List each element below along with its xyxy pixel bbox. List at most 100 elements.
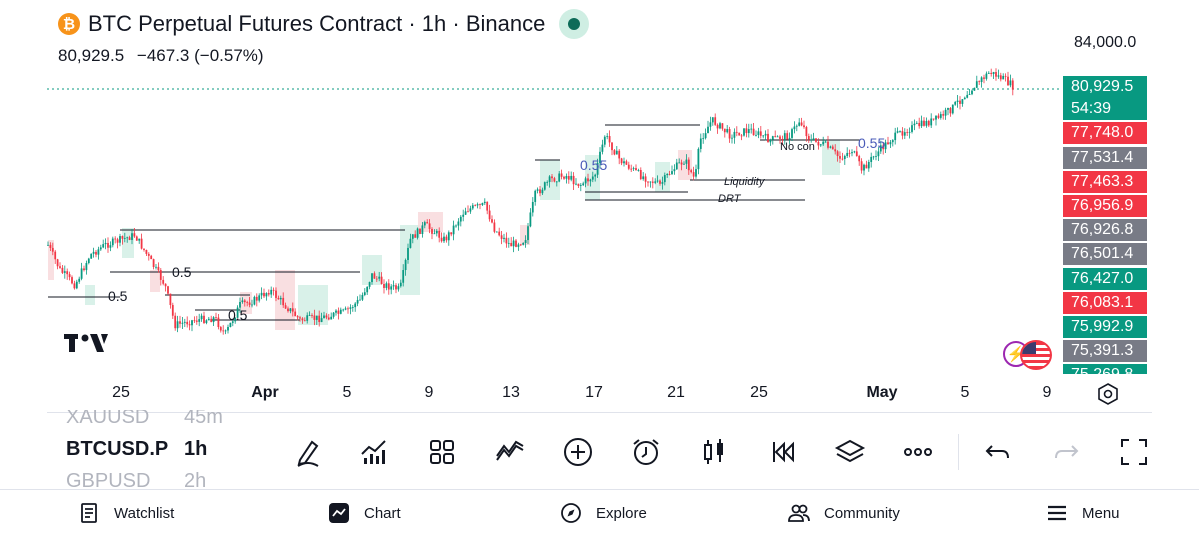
candle-body [968, 94, 971, 95]
market-status-icon[interactable] [559, 9, 590, 39]
price-tag: 76,083.1 [1063, 292, 1147, 314]
symbol-row[interactable]: XAUUSD 45m [66, 410, 223, 429]
us-flag-icon[interactable] [1020, 340, 1052, 370]
symbol-row[interactable]: BTCUSD.P 1h [66, 438, 207, 461]
grid-layout-icon[interactable] [422, 430, 462, 474]
candle-body [92, 251, 95, 254]
candle-body [798, 122, 801, 126]
candle-body [555, 181, 558, 183]
candle-body [83, 268, 85, 271]
candle-body [714, 117, 717, 125]
candle-body [719, 123, 721, 129]
candle-body [191, 320, 193, 326]
indicators-icon[interactable] [354, 430, 394, 474]
candle-body [695, 169, 697, 177]
alarm-clock-icon[interactable] [626, 430, 666, 474]
candle-body [483, 201, 486, 204]
candle-body [723, 128, 726, 133]
candle-body [337, 310, 340, 314]
candle-body [601, 144, 604, 152]
time-axis[interactable]: 25 Apr 5 9 13 17 21 25 May 5 9 [0, 380, 1199, 408]
nav-menu[interactable]: Menu [1046, 502, 1120, 524]
candle-body [855, 151, 858, 157]
candle-body [803, 125, 805, 128]
nav-watchlist[interactable]: Watchlist [78, 502, 174, 524]
candle-body [975, 81, 978, 88]
candle-body [738, 132, 741, 136]
candle-body [759, 131, 762, 136]
symbol-interval: 1h [184, 438, 208, 460]
candle-body [750, 128, 753, 130]
candle-body [985, 73, 988, 79]
candle-body [517, 244, 520, 247]
candle-body [471, 205, 474, 209]
add-circle-icon[interactable] [558, 430, 598, 474]
candle-body [843, 155, 846, 160]
candle-body [603, 136, 606, 145]
candle-body [591, 176, 594, 180]
nav-community[interactable]: Community [788, 502, 900, 524]
candle-body [649, 181, 652, 183]
candle-body [913, 123, 916, 126]
layers-icon[interactable] [830, 430, 870, 474]
fib-label: 0.5 [108, 288, 128, 304]
symbol-row[interactable]: GBPUSD 2h [66, 470, 206, 490]
candle-body [815, 138, 817, 142]
candle-body [493, 222, 496, 232]
candle-body [270, 289, 273, 295]
candle-body [997, 75, 1000, 77]
candle-body [740, 135, 743, 137]
price-tag: 54:39 [1063, 98, 1147, 120]
candle-body [354, 303, 357, 308]
candle-body [920, 120, 923, 127]
nav-explore[interactable]: Explore [560, 502, 647, 524]
time-tick-label: 5 [960, 384, 970, 401]
candle-body [90, 253, 93, 259]
candle-body [867, 161, 870, 169]
candle-body [527, 226, 529, 241]
candle-body [836, 151, 839, 157]
price-chart[interactable]: Liquidity DRT No con 0.5 0.5 0.5 0.55 0.… [0, 0, 1199, 380]
replay-icon[interactable] [762, 430, 802, 474]
candle-body [308, 315, 311, 316]
time-tick-label: Apr [251, 384, 279, 401]
candle-body [311, 315, 313, 316]
nav-chart[interactable]: Chart [328, 502, 401, 524]
candle-body [207, 318, 210, 321]
symbol-scroller[interactable]: XAUUSD 45m BTCUSD.P 1h GBPUSD 2h [60, 410, 260, 490]
time-tick-label: 25 [112, 384, 130, 401]
candle-body [174, 315, 177, 329]
candle-body [193, 320, 196, 322]
candle-body [462, 214, 465, 217]
candle-body [255, 296, 258, 301]
candle-body [469, 208, 472, 212]
fullscreen-icon[interactable] [1114, 430, 1154, 474]
more-dots-icon[interactable] [898, 430, 938, 474]
bottom-navigation: Watchlist Chart Explore Community Menu [0, 490, 1199, 540]
candle-body [99, 247, 102, 250]
order-block-zone [85, 285, 95, 305]
undo-icon[interactable] [978, 430, 1018, 474]
candle-body [791, 129, 793, 138]
symbol-title[interactable]: BTC Perpetual Futures Contract · 1h · Bi… [88, 11, 546, 36]
candle-body [344, 308, 347, 310]
no-con-label: No con [780, 141, 815, 153]
candle-body [366, 286, 369, 293]
candle-body [615, 150, 618, 155]
candle-body [375, 278, 378, 280]
candle-body [263, 292, 265, 297]
candle-body [810, 139, 813, 141]
symbol-name: GBPUSD [66, 470, 151, 490]
time-tick-label: 9 [424, 384, 434, 401]
candle-body [503, 237, 505, 239]
pencil-draw-icon[interactable] [288, 430, 328, 474]
trend-lines-icon[interactable] [490, 430, 530, 474]
candle-body [150, 255, 153, 260]
compass-icon [561, 503, 581, 523]
candlestick-icon[interactable] [694, 430, 734, 474]
candle-body [858, 156, 861, 162]
candle-body [85, 263, 88, 271]
chart-settings-icon[interactable] [1096, 382, 1120, 406]
candle-body [157, 266, 160, 271]
candle-body [743, 128, 745, 136]
